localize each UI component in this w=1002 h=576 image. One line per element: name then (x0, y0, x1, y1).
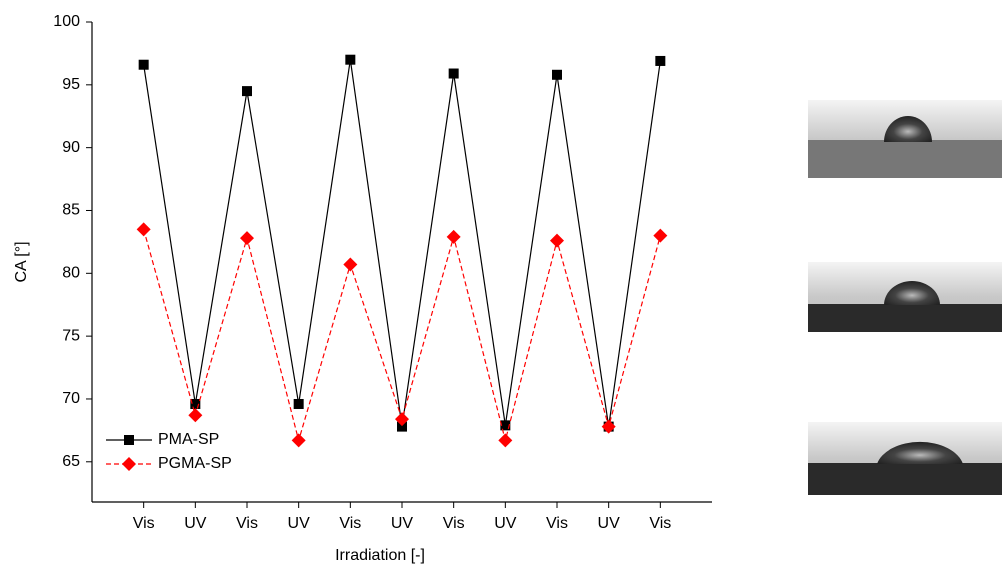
legend-marker (122, 457, 136, 471)
y-axis-label: CA [°] (13, 241, 30, 282)
y-tick-label: 65 (62, 453, 80, 470)
marker (190, 398, 201, 409)
marker (498, 433, 513, 448)
x-tick-label: Vis (236, 515, 258, 532)
y-tick-label: 95 (62, 76, 80, 93)
x-axis-label: Irradiation [-] (335, 547, 425, 564)
marker (240, 231, 254, 246)
x-tick-label: Vis (546, 515, 568, 532)
x-tick-label: UV (598, 515, 621, 532)
marker (343, 257, 358, 272)
series-line (143, 229, 661, 443)
marker (500, 420, 511, 431)
y-tick-label: 80 (62, 265, 80, 282)
marker (291, 433, 306, 448)
marker (448, 68, 459, 79)
x-tick-label: Vis (443, 515, 465, 532)
legend-label: PMA-SP (158, 431, 219, 448)
x-tick-label: UV (288, 515, 311, 532)
x-tick-label: UV (494, 515, 517, 532)
marker (601, 419, 616, 434)
marker (550, 233, 564, 248)
legend-label: PGMA-SP (158, 455, 232, 472)
legend-marker (124, 435, 134, 445)
x-tick-label: Vis (133, 515, 155, 532)
marker (655, 55, 666, 66)
x-tick-label: UV (184, 515, 207, 532)
marker (552, 69, 562, 80)
x-tick-label: Vis (339, 515, 361, 532)
y-tick-label: 75 (62, 327, 80, 344)
marker (188, 408, 203, 423)
y-tick-label: 70 (62, 390, 80, 407)
marker (138, 59, 149, 70)
x-tick-label: Vis (649, 515, 671, 532)
marker (653, 228, 668, 243)
droplet-photos (808, 100, 1002, 495)
marker (446, 229, 461, 244)
y-tick-label: 85 (62, 202, 80, 219)
marker (293, 398, 304, 409)
y-tick-label: 90 (62, 139, 80, 156)
marker (395, 412, 409, 427)
marker (397, 421, 407, 432)
marker (242, 86, 252, 97)
series-line (143, 59, 661, 427)
y-tick-label: 100 (53, 13, 80, 30)
marker (345, 54, 356, 65)
marker (136, 222, 151, 237)
x-tick-label: UV (391, 515, 414, 532)
